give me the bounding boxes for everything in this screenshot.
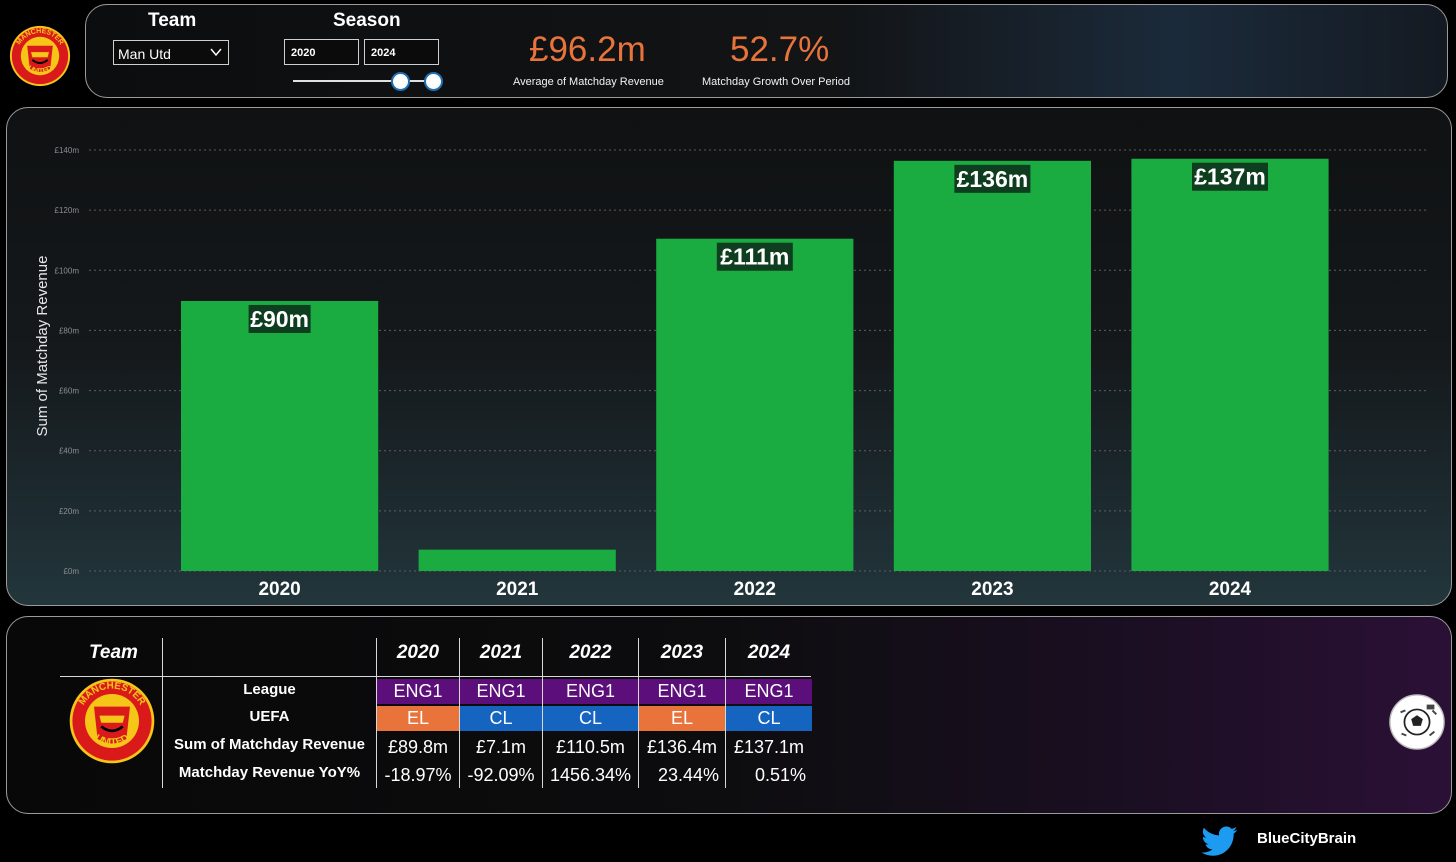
season-slider-end-handle[interactable] — [424, 72, 443, 91]
revenue-cell: £7.1m — [475, 737, 527, 757]
y-tick-label: £140m — [55, 146, 80, 155]
table-divider — [459, 638, 460, 788]
team-filter-label: Team — [148, 10, 197, 31]
data-label: £111m — [720, 244, 789, 270]
season-to-input[interactable]: 2024 — [364, 39, 439, 65]
club-crest-logo-small: MANCHESTER UNITED — [9, 25, 71, 87]
season-slider-track[interactable] — [293, 80, 433, 82]
y-tick-label: £20m — [59, 507, 79, 516]
league-cell: ENG1 — [543, 679, 638, 704]
x-tick-label: 2024 — [1209, 579, 1252, 600]
uefa-cell: CL — [460, 706, 542, 731]
x-tick-label: 2020 — [258, 579, 300, 600]
league-cell: ENG1 — [726, 679, 812, 704]
revenue-bar-chart: £0m £20m £40m £60m £80m £100m £120m £140m 2020 £… — [34, 146, 1427, 600]
uefa-cell: CL — [543, 706, 638, 731]
row-label-league: League — [243, 681, 296, 698]
x-tick-label: 2023 — [971, 579, 1013, 600]
row-label-uefa: UEFA — [249, 708, 290, 725]
league-cell: ENG1 — [377, 679, 459, 704]
y-tick-label: £60m — [59, 387, 79, 396]
chart-panel: £0m £20m £40m £60m £80m £100m £120m £140m 2020 £… — [6, 107, 1452, 606]
yoy-cell: -92.09% — [467, 765, 535, 785]
revenue-cell: £110.5m — [556, 737, 625, 757]
bar-2024[interactable] — [1131, 158, 1329, 572]
bar-2023[interactable] — [893, 160, 1092, 571]
club-crest-logo: MANCHESTER UNITED — [69, 678, 155, 764]
revenue-cell: £137.1m — [733, 737, 805, 757]
twitter-handle[interactable]: BlueCityBrain — [1257, 830, 1357, 847]
row-label-yoy: Matchday Revenue YoY% — [178, 764, 361, 781]
x-tick-label: 2021 — [496, 579, 539, 600]
data-label-background — [716, 242, 793, 271]
row-label-revenue: Sum of Matchday Revenue — [174, 736, 365, 753]
y-tick-label: £40m — [59, 447, 79, 456]
y-tick-label: £80m — [59, 326, 79, 335]
season-slider-start-handle[interactable] — [391, 72, 410, 91]
data-label-background — [1192, 162, 1269, 191]
bar-2020[interactable] — [181, 300, 379, 571]
year-column-header: 2022 — [569, 642, 612, 663]
year-column-header: 2020 — [396, 642, 440, 663]
team-dropdown[interactable]: Man Utd — [113, 40, 229, 65]
uefa-cell: CL — [726, 706, 812, 731]
table-divider — [542, 638, 543, 788]
kpi-average-matchday-revenue-label: Average of Matchday Revenue — [513, 76, 664, 88]
kpi-average-matchday-revenue-value: £96.2m — [529, 30, 646, 69]
y-tick-label: £100m — [55, 266, 80, 275]
chevron-down-icon — [210, 48, 222, 57]
svg-text:UNITED: UNITED — [27, 65, 54, 75]
revenue-cell: £136.4m — [646, 737, 718, 757]
y-tick-label: £0m — [63, 567, 79, 576]
data-label: £137m — [1194, 164, 1266, 190]
kpi-matchday-growth-label: Matchday Growth Over Period — [702, 76, 850, 88]
data-label-background — [248, 304, 311, 333]
table-divider — [638, 638, 639, 788]
yoy-cell: 23.44% — [657, 765, 719, 785]
year-column-header: 2024 — [747, 642, 791, 663]
season-from-input[interactable]: 2020 — [284, 39, 359, 65]
data-label: £90m — [250, 306, 309, 332]
yoy-cell: -18.97% — [384, 765, 452, 785]
bar-2021[interactable] — [418, 549, 616, 571]
year-column-header: 2021 — [479, 642, 523, 663]
league-cell: ENG1 — [639, 679, 725, 704]
team-dropdown-value: Man Utd — [118, 46, 171, 62]
kpi-matchday-growth-value: 52.7% — [730, 30, 830, 69]
bar-2022[interactable] — [656, 238, 854, 572]
year-column-header: 2023 — [660, 642, 704, 663]
data-label-background — [954, 164, 1031, 193]
yoy-cell: 0.51% — [754, 765, 806, 785]
table-divider — [162, 638, 163, 788]
revenue-cell: £89.8m — [387, 737, 449, 757]
yoy-cell: 1456.34% — [549, 765, 632, 785]
y-axis-label: Sum of Matchday Revenue — [34, 256, 51, 437]
team-column-header: Team — [89, 642, 138, 663]
x-tick-label: 2022 — [734, 579, 776, 600]
data-label: £136m — [957, 166, 1029, 192]
table-divider — [376, 638, 377, 788]
season-filter-label: Season — [333, 10, 401, 31]
twitter-bird-icon[interactable] — [1201, 823, 1239, 859]
table-header-divider — [60, 676, 811, 677]
league-cell: ENG1 — [460, 679, 542, 704]
uefa-cell: EL — [377, 706, 459, 731]
football-badge-icon[interactable] — [1388, 693, 1446, 751]
y-tick-label: £120m — [55, 206, 80, 215]
uefa-cell: EL — [639, 706, 725, 731]
table-divider — [725, 638, 726, 788]
svg-text:UNITED: UNITED — [93, 733, 131, 749]
filter-header-panel — [85, 4, 1448, 98]
